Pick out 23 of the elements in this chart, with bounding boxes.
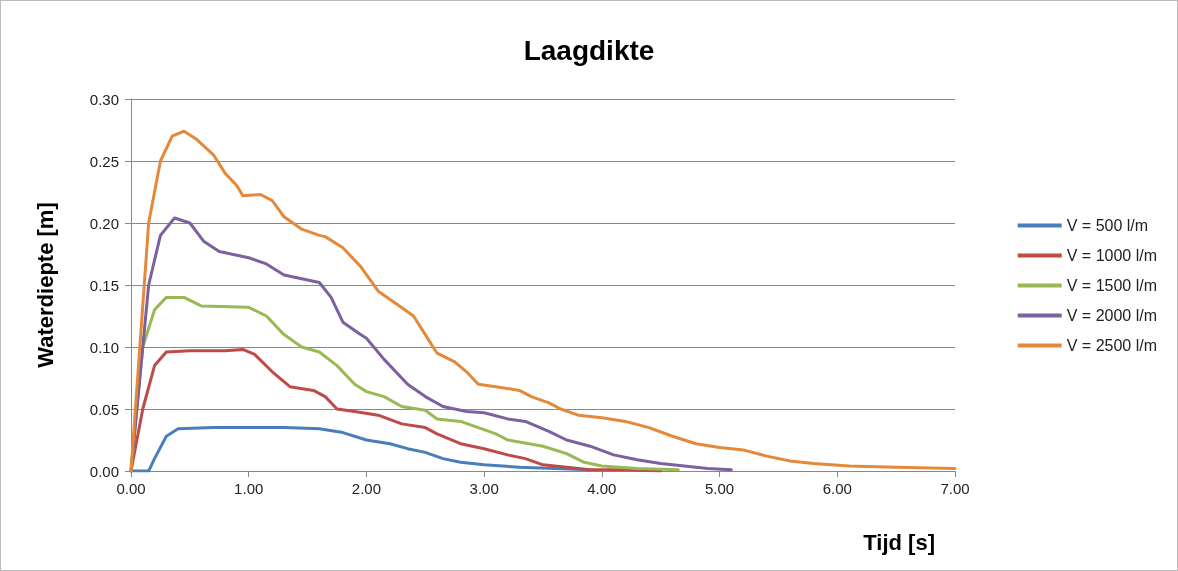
x-tick-label: 0.00 (116, 480, 146, 497)
x-tick-label: 7.00 (940, 480, 970, 497)
x-tick-label: 4.00 (587, 480, 617, 497)
legend-label: V = 1500 l/m (1066, 277, 1158, 294)
y-tick-label: 0.05 (89, 400, 119, 418)
legend-label: V = 1000 l/m (1066, 247, 1158, 264)
y-axis-title: Waterdiepte [m] (32, 202, 58, 368)
x-tick-label: 1.00 (234, 480, 264, 497)
chart-title: Laagdikte (523, 34, 655, 66)
legend-label: V = 2500 l/m (1066, 337, 1158, 354)
y-tick-label: 0.10 (89, 338, 119, 356)
y-tick-label: 0.25 (89, 152, 119, 170)
y-tick-label: 0.20 (89, 214, 119, 232)
y-tick-label: 0.30 (89, 90, 119, 108)
x-tick-label: 5.00 (704, 480, 735, 497)
legend-label: V = 500 l/m (1066, 217, 1149, 234)
y-tick-label: 0.15 (89, 276, 119, 294)
legend-label: V = 2000 l/m (1066, 307, 1158, 324)
y-tick-label: 0.00 (89, 462, 119, 480)
x-axis-title: Tijd [s] (863, 529, 935, 555)
x-tick-label: 2.00 (351, 480, 382, 497)
x-tick-label: 6.00 (822, 480, 852, 497)
x-tick-label: 3.00 (469, 480, 499, 497)
